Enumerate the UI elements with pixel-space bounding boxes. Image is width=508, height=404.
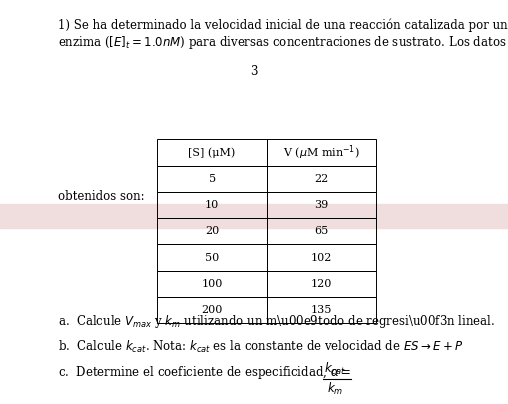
Text: enzima ($[E]_t = 1.0nM$) para diversas concentraciones de sustrato. Los datos: enzima ($[E]_t = 1.0nM$) para diversas c…: [58, 34, 507, 51]
Bar: [267, 139, 376, 166]
Bar: [157, 166, 267, 192]
Text: 50: 50: [205, 252, 219, 263]
Text: 22: 22: [314, 174, 329, 184]
Text: 102: 102: [310, 252, 332, 263]
Text: 135: 135: [310, 305, 332, 315]
Text: b.  Calcule $k_{cat}$. Nota: $k_{cat}$ es la constante de velocidad de $ES \righ: b. Calcule $k_{cat}$. Nota: $k_{cat}$ es…: [58, 339, 464, 356]
Text: $k_{cat}$: $k_{cat}$: [324, 361, 346, 377]
Text: 200: 200: [201, 305, 223, 315]
Text: 5: 5: [208, 174, 216, 184]
Bar: [267, 192, 376, 218]
Text: 20: 20: [205, 226, 219, 236]
Text: V ($\mu$M min$^{-1}$): V ($\mu$M min$^{-1}$): [283, 143, 360, 162]
Bar: [267, 271, 376, 297]
Text: 39: 39: [314, 200, 329, 210]
Text: 10: 10: [205, 200, 219, 210]
Text: $k_m$: $k_m$: [327, 381, 343, 397]
Text: 3: 3: [250, 65, 258, 78]
Text: 100: 100: [201, 279, 223, 289]
Bar: [157, 271, 267, 297]
Text: [S] (μM): [S] (μM): [188, 147, 236, 158]
Bar: [157, 192, 267, 218]
Text: obtenidos son:: obtenidos son:: [58, 190, 145, 203]
Bar: [267, 297, 376, 323]
Bar: [0, 204, 508, 228]
Bar: [267, 218, 376, 244]
Text: 1) Se ha determinado la velocidad inicial de una reacción catalizada por una: 1) Se ha determinado la velocidad inicia…: [58, 18, 508, 32]
Text: 120: 120: [310, 279, 332, 289]
Bar: [267, 166, 376, 192]
Text: 65: 65: [314, 226, 329, 236]
Bar: [157, 297, 267, 323]
Bar: [157, 244, 267, 271]
Text: a.  Calcule $V_{max}$ y $k_m$ utilizando un m\u00e9todo de regresi\u00f3n lineal: a. Calcule $V_{max}$ y $k_m$ utilizando …: [58, 313, 496, 330]
Bar: [267, 244, 376, 271]
Bar: [157, 218, 267, 244]
Text: c.  Determine el coeficiente de especificidad, $\alpha = $: c. Determine el coeficiente de especific…: [58, 364, 351, 381]
Bar: [157, 139, 267, 166]
